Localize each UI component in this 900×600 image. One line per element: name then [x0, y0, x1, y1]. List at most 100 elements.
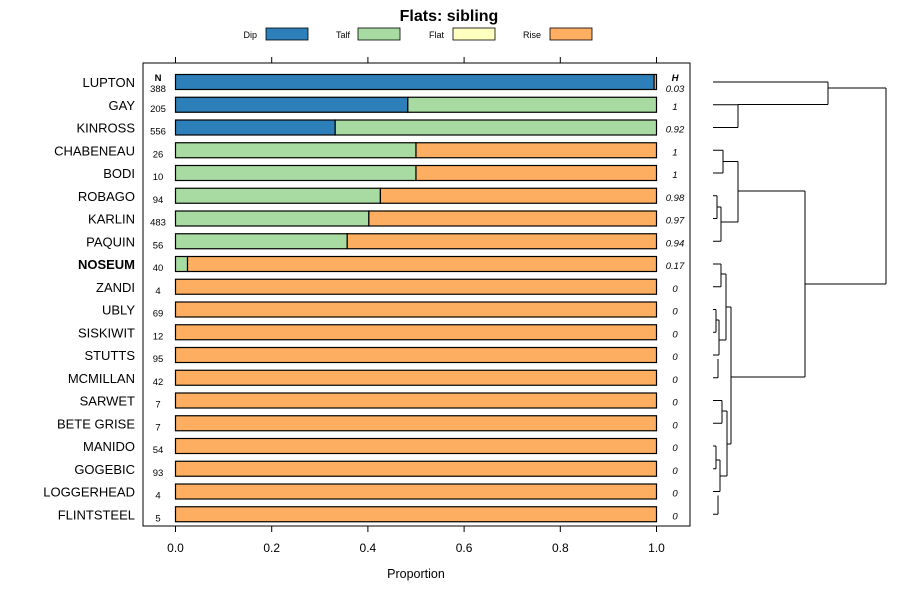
h-header: H — [672, 73, 680, 84]
bar-rise-stutts — [174, 346, 658, 364]
bar-rise-gogebic — [174, 460, 658, 477]
bar-rise-karlin — [368, 210, 658, 227]
bar-talf-chabeneau — [174, 142, 417, 159]
h-value-noseum: 0.17 — [666, 261, 685, 272]
category-label-gay: GAY — [109, 98, 136, 113]
bar-dip-kinross — [174, 119, 336, 136]
category-label-flintsteel: FLINTSTEEL — [58, 507, 135, 522]
x-tick-label-3: 0.6 — [456, 541, 473, 555]
n-value-zandi: 4 — [155, 286, 160, 297]
bar-talf-bodi — [174, 164, 417, 182]
n-value-gay: 205 — [150, 104, 166, 115]
bar-rise-zandi — [174, 278, 658, 295]
category-label-bodi: BODI — [103, 166, 135, 181]
category-label-kinross: KINROSS — [76, 121, 135, 136]
bar-talf-kinross — [334, 119, 658, 136]
category-label-manido: MANIDO — [83, 439, 135, 454]
bar-rise-lupton — [653, 73, 658, 91]
n-value-lupton: 388 — [150, 84, 166, 95]
category-label-chabeneau: CHABENEAU — [54, 143, 135, 158]
n-value-kinross: 556 — [150, 127, 166, 138]
category-label-lupton: LUPTON — [83, 75, 136, 90]
h-value-flintsteel: 0 — [672, 511, 678, 522]
x-axis: 0.0 0.2 0.4 0.6 0.8 1.0 — [167, 57, 665, 555]
legend-label-dip: Dip — [243, 30, 257, 40]
bar-talf-karlin — [174, 210, 370, 227]
x-tick-label-4: 0.8 — [552, 541, 569, 555]
h-value-lupton: 0.03 — [666, 84, 685, 95]
h-value-chabeneau: 1 — [672, 147, 677, 158]
bar-rise-noseum — [186, 255, 658, 273]
category-label-zandi: ZANDI — [96, 280, 135, 295]
h-value-kinross: 0.92 — [666, 125, 685, 136]
bar-talf-paquin — [174, 233, 348, 250]
bar-rise-bete-grise — [174, 415, 658, 432]
n-value-noseum: 40 — [153, 263, 164, 274]
h-value-sarwet: 0 — [672, 398, 678, 409]
x-tick-label-0: 0.0 — [167, 541, 184, 555]
h-value-stutts: 0 — [672, 352, 678, 363]
category-label-bete-grise: BETE GRISE — [57, 416, 135, 431]
bar-rise-ubly — [174, 301, 658, 318]
n-value-sarwet: 7 — [155, 400, 160, 411]
h-value-siskiwit: 0 — [672, 329, 678, 340]
bar-rise-mcmillan — [174, 369, 658, 386]
h-value-gay: 1 — [672, 102, 677, 113]
n-header: N — [155, 73, 162, 84]
bar-talf-gay — [407, 96, 658, 113]
legend-label-rise: Rise — [523, 30, 541, 40]
n-value-chabeneau: 26 — [153, 149, 164, 160]
h-value-manido: 0 — [672, 443, 678, 454]
n-value-mcmillan: 42 — [153, 377, 164, 388]
chart-title: Flats: sibling — [400, 8, 499, 25]
category-label-sarwet: SARWET — [80, 394, 135, 409]
bar-rise-manido — [174, 437, 658, 455]
category-label-stutts: STUTTS — [84, 348, 135, 363]
h-value-gogebic: 0 — [672, 466, 678, 477]
x-axis-label: Proportion — [387, 567, 445, 581]
h-value-loggerhead: 0 — [672, 489, 678, 500]
h-value-mcmillan: 0 — [672, 375, 678, 386]
n-value-stutts: 95 — [153, 354, 164, 365]
h-value-bete-grise: 0 — [672, 420, 678, 431]
n-value-loggerhead: 4 — [155, 491, 160, 502]
h-value-karlin: 0.97 — [666, 216, 685, 227]
h-value-bodi: 1 — [672, 170, 677, 181]
legend: Dip Talf Flat Rise — [243, 27, 593, 41]
category-label-loggerhead: LOGGERHEAD — [43, 485, 135, 500]
bar-rise-chabeneau — [415, 142, 658, 159]
n-value-ubly: 69 — [153, 309, 164, 320]
legend-label-flat: Flat — [429, 30, 445, 40]
category-label-mcmillan: MCMILLAN — [68, 371, 135, 386]
x-tick-label-1: 0.2 — [263, 541, 280, 555]
bar-dip-gay — [174, 96, 409, 113]
bar-rise-robago — [379, 187, 658, 204]
bar-rise-paquin — [346, 233, 658, 250]
category-label-siskiwit: SISKIWIT — [78, 325, 135, 340]
category-label-ubly: UBLY — [102, 303, 135, 318]
n-value-bete-grise: 7 — [155, 422, 160, 433]
category-label-robago: ROBAGO — [78, 189, 135, 204]
h-value-paquin: 0.94 — [666, 238, 685, 249]
bar-rise-bodi — [415, 164, 658, 182]
category-label-gogebic: GOGEBIC — [74, 462, 135, 477]
x-tick-label-5: 1.0 — [648, 541, 665, 555]
x-tick-label-2: 0.4 — [360, 541, 377, 555]
n-value-flintsteel: 5 — [155, 513, 160, 524]
n-value-siskiwit: 12 — [153, 331, 164, 342]
bar-talf-robago — [174, 187, 382, 204]
plot-frame — [142, 62, 691, 527]
legend-swatch-dip — [265, 27, 309, 41]
legend-swatch-rise — [549, 27, 593, 41]
legend-label-talf: Talf — [336, 30, 351, 40]
legend-swatch-flat — [452, 27, 496, 41]
n-value-robago: 94 — [153, 195, 164, 206]
n-value-gogebic: 93 — [153, 468, 164, 479]
h-value-ubly: 0 — [672, 307, 678, 318]
n-value-bodi: 10 — [153, 172, 164, 183]
bar-rise-siskiwit — [174, 324, 658, 341]
bar-rise-loggerhead — [174, 483, 658, 500]
n-value-paquin: 56 — [153, 240, 164, 251]
dendrogram — [713, 81, 887, 515]
